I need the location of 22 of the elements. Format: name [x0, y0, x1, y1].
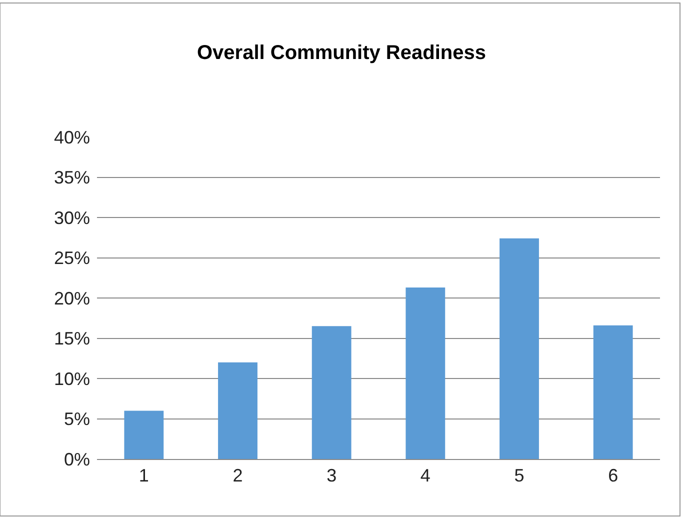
- y-tick-label: 25%: [54, 248, 90, 268]
- bar: [593, 325, 633, 459]
- y-tick-label: 20%: [54, 288, 90, 308]
- bar: [500, 238, 539, 459]
- y-tick-label: 15%: [54, 328, 90, 349]
- bar: [312, 326, 352, 459]
- x-tick-label: 4: [420, 466, 430, 486]
- x-tick-label: 2: [232, 466, 243, 486]
- bar: [406, 288, 446, 459]
- y-tick-label: 35%: [54, 168, 90, 188]
- y-tick-label: 5%: [64, 409, 90, 430]
- y-tick-label: 40%: [54, 127, 90, 148]
- bar: [124, 410, 164, 459]
- y-tick-label: 10%: [54, 368, 90, 389]
- x-tick-label: 1: [138, 466, 149, 486]
- x-tick-label: 5: [514, 466, 524, 486]
- chart-title: Overall Community Readiness: [197, 42, 486, 64]
- x-tick-label: 3: [326, 466, 337, 486]
- y-tick-label: 30%: [54, 208, 90, 228]
- bar: [218, 362, 258, 459]
- x-tick-label: 6: [608, 466, 618, 486]
- y-tick-label: 0%: [64, 449, 90, 470]
